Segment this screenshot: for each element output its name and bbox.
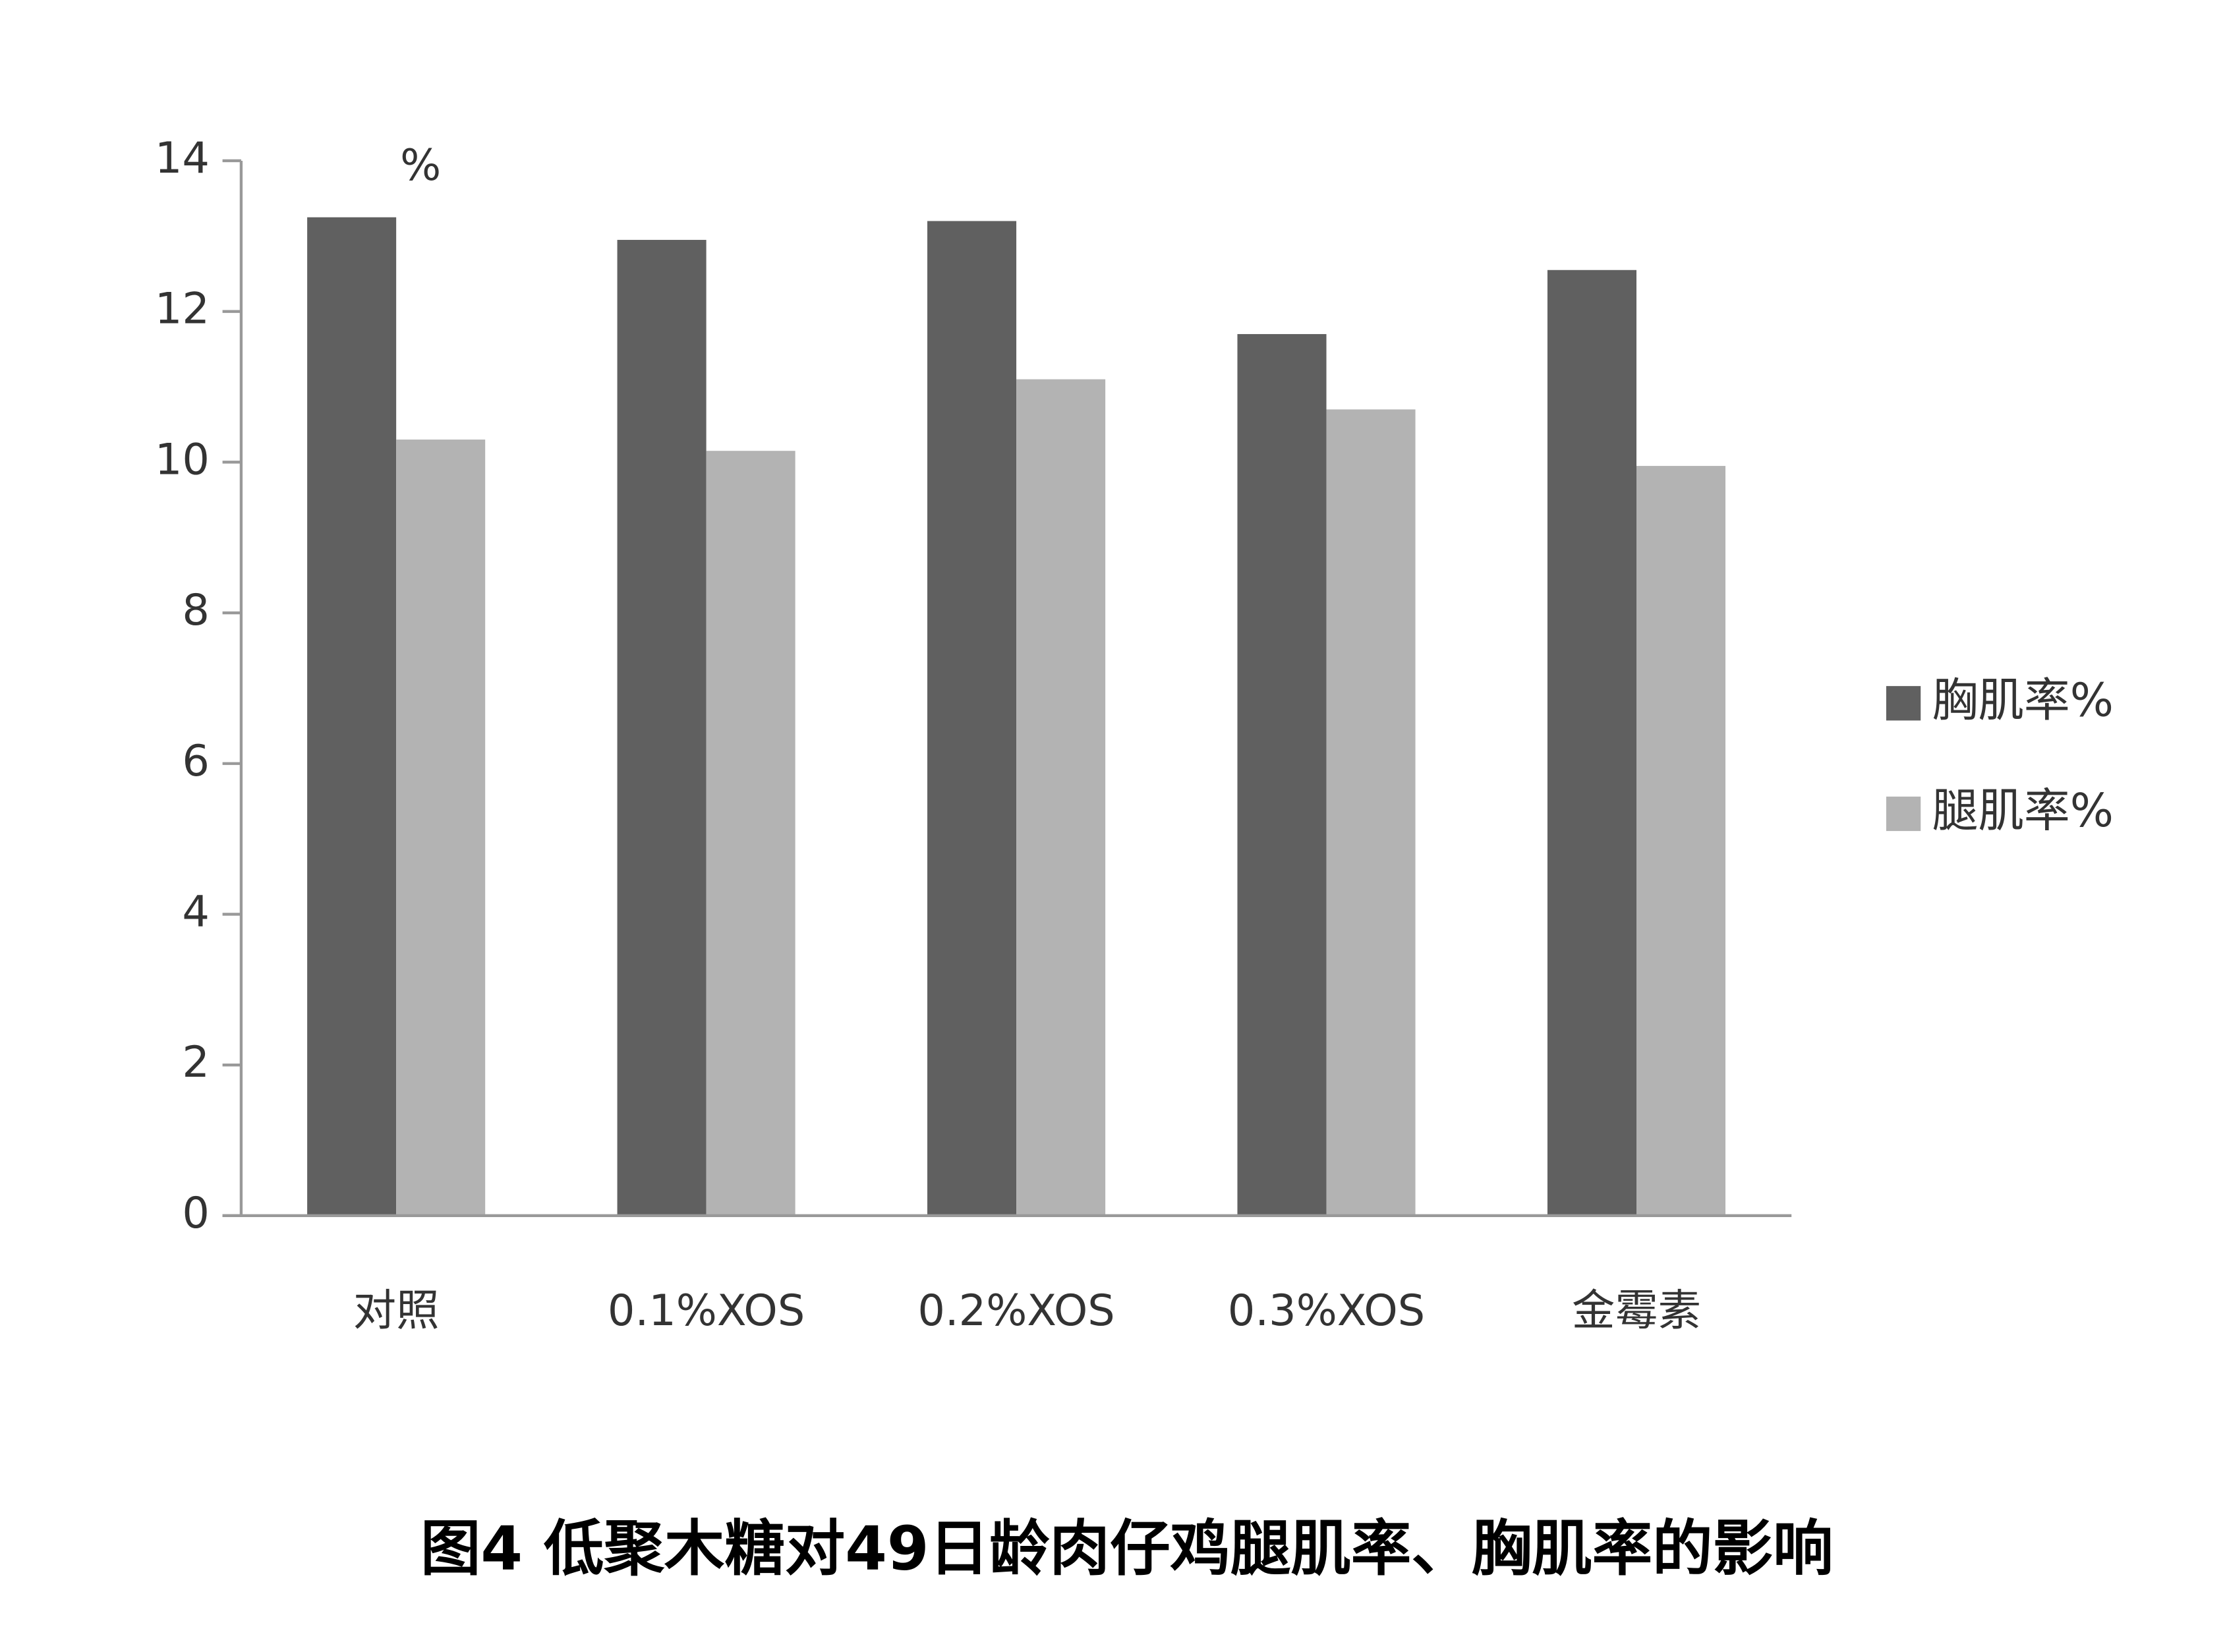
legend-label: 腿肌率% bbox=[1932, 784, 2114, 838]
y-tick-label: 6 bbox=[182, 736, 210, 786]
x-tick-label: 0.1%XOS bbox=[608, 1286, 805, 1336]
y-tick-label: 14 bbox=[155, 133, 210, 183]
bar bbox=[307, 217, 397, 1216]
x-tick-label: 0.3%XOS bbox=[1228, 1286, 1425, 1336]
bar bbox=[706, 451, 795, 1216]
bar bbox=[927, 221, 1017, 1216]
y-tick-label: 2 bbox=[182, 1037, 210, 1087]
bar bbox=[1237, 333, 1327, 1216]
bar bbox=[396, 440, 486, 1216]
legend-label: 胸肌率% bbox=[1932, 673, 2114, 727]
bar bbox=[1016, 379, 1106, 1216]
bar bbox=[1326, 409, 1416, 1216]
y-tick-label: 8 bbox=[182, 585, 210, 635]
y-unit-label: % bbox=[400, 140, 441, 190]
bar bbox=[1636, 466, 1726, 1216]
y-tick-label: 12 bbox=[155, 284, 210, 334]
bar bbox=[617, 240, 707, 1216]
legend-swatch bbox=[1886, 686, 1921, 721]
chart-title: 图4 低聚木糖对49日龄肉仔鸡腿肌率、胸肌率的影响 bbox=[420, 1514, 1834, 1584]
bar bbox=[1547, 270, 1636, 1216]
legend-swatch bbox=[1886, 796, 1921, 832]
y-tick-label: 10 bbox=[155, 434, 210, 484]
x-tick-label: 对照 bbox=[353, 1286, 440, 1336]
x-tick-label: 金霉素 bbox=[1572, 1286, 1701, 1336]
x-tick-label: 0.2%XOS bbox=[917, 1286, 1114, 1336]
y-tick-label: 0 bbox=[182, 1188, 210, 1238]
y-tick-label: 4 bbox=[182, 887, 210, 937]
